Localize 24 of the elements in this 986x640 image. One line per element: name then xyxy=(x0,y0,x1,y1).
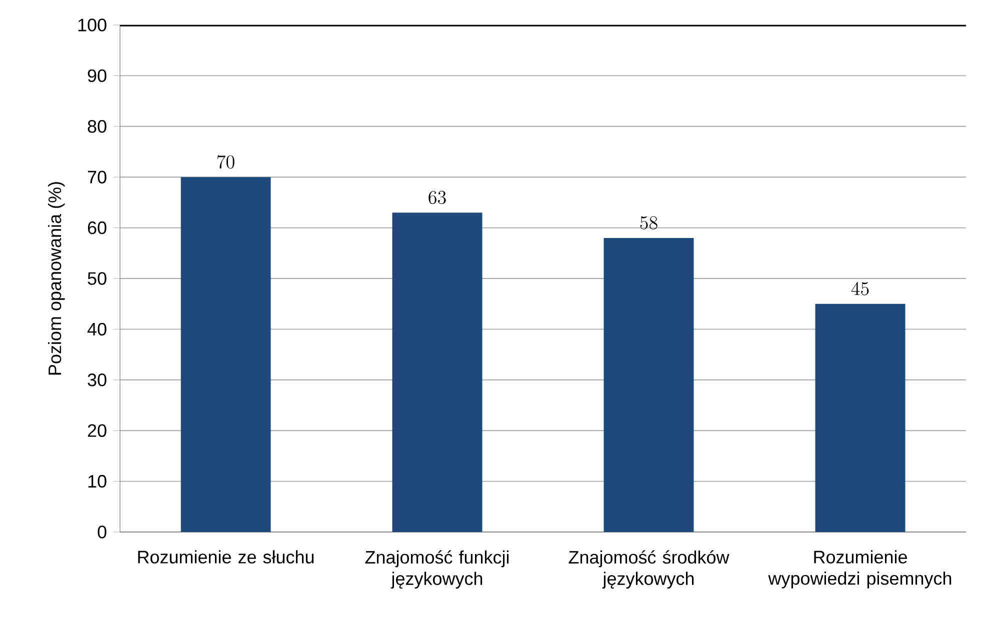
y-tick-label: 70 xyxy=(88,170,106,184)
y-tick-label: 100 xyxy=(78,18,106,32)
x-tick-label: Rozumienie wypowiedzi pisemnych xyxy=(768,550,952,588)
x-tick-label: Znajomość środków językowych xyxy=(568,550,730,589)
bar xyxy=(815,304,906,532)
data-label: 45 xyxy=(851,282,869,296)
y-axis-title: Poziom opanowania (%) xyxy=(48,182,65,375)
y-tick-label: 10 xyxy=(88,474,106,488)
data-label: 70 xyxy=(217,155,234,169)
y-tick-label: 50 xyxy=(88,272,106,285)
y-tick-label: 60 xyxy=(88,221,106,234)
x-tick-label: Znajomość funkcji językowych xyxy=(365,550,509,589)
x-tick-label: Rozumienie ze słuchu xyxy=(138,550,314,564)
y-tick-label: 20 xyxy=(88,424,106,437)
bar xyxy=(392,212,482,532)
bar xyxy=(604,238,694,532)
y-tick-label: 90 xyxy=(88,69,106,82)
y-tick-label: 40 xyxy=(87,322,106,336)
bar xyxy=(180,177,271,532)
data-label: 58 xyxy=(640,216,658,230)
y-tick-label: 80 xyxy=(88,120,106,133)
y-tick-label: 30 xyxy=(88,374,106,386)
y-tick-label: 0 xyxy=(98,526,106,538)
data-label: 63 xyxy=(428,190,446,204)
